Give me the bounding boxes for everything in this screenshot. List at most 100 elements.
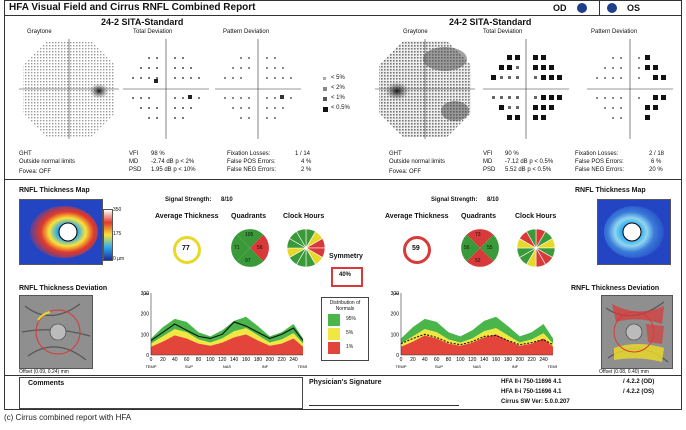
- left-rnfl-deviation-map: [19, 295, 93, 369]
- right-offset: Offset (0.08, 0.40) mm: [599, 369, 649, 375]
- left-rnfl-deviation-label: RNFL Thickness Deviation: [19, 285, 108, 292]
- x-tick-label: 160: [492, 357, 501, 363]
- band-yellow: [401, 328, 553, 347]
- left-rnfl-map-label: RNFL Thickness Map: [19, 187, 90, 194]
- probability-legend: < 5% < 2% < 1% < 0.5%: [323, 75, 363, 112]
- left-fovea: Fovea: OFF: [19, 169, 52, 175]
- right-quadrants-chart: [461, 229, 499, 267]
- legend-p1: < 1%: [331, 95, 345, 101]
- combined-report: HFA Visual Field and Cirrus RNFL Combine…: [4, 0, 682, 410]
- x-tick-label: 200: [516, 357, 525, 363]
- y-tick-label: 0: [396, 353, 399, 359]
- left-pattern-deviation-plot: [215, 39, 301, 139]
- left-fpos-value: 4 %: [301, 159, 312, 165]
- left-rnfl-thickness-map: [19, 199, 103, 265]
- x-tick-label: 180: [504, 357, 513, 363]
- right-average-thickness-ring: 59: [403, 236, 431, 264]
- od-label: OD: [553, 3, 567, 13]
- right-fpos-label: False POS Errors:: [575, 159, 624, 165]
- comments-label: Comments: [28, 380, 65, 387]
- x-tick-label: 240: [289, 357, 298, 363]
- left-pattern-dev-label: Pattern Deviation: [223, 29, 270, 35]
- x-tick-label: 120: [218, 357, 227, 363]
- x-tick-label: 20: [410, 357, 416, 363]
- x-tick-label: 0: [400, 357, 403, 363]
- right-avg-thickness-label: Average Thickness: [385, 213, 449, 220]
- dist-red-swatch: [328, 342, 340, 354]
- left-quad-temp: 71: [234, 245, 240, 251]
- band-green: [401, 316, 553, 344]
- x-region-label: INF: [262, 364, 269, 369]
- right-ght-value: Outside normal limits: [389, 159, 446, 165]
- right-total-deviation-plot: [483, 39, 569, 139]
- x-tick-label: 80: [196, 357, 202, 363]
- scale-max: 350: [113, 207, 122, 213]
- dist-yellow-swatch: [328, 328, 340, 340]
- header-divider: [599, 1, 600, 15]
- left-vfi-value: 98 %: [151, 151, 165, 157]
- x-tick-label: 140: [480, 357, 489, 363]
- band-yellow: [151, 328, 303, 347]
- right-graytone-map: [375, 39, 475, 139]
- left-graytone-map: [19, 39, 119, 139]
- x-tick-label: 220: [527, 357, 536, 363]
- x-tick-label: 220: [277, 357, 286, 363]
- x-tick-label: 60: [434, 357, 440, 363]
- y-tick-label: 100: [141, 332, 150, 338]
- figure-caption: (c) Cirrus combined report with HFA: [4, 413, 132, 422]
- right-fpos-value: 6 %: [651, 159, 662, 165]
- x-tick-label: 240: [539, 357, 548, 363]
- cirrus-version: Cirrus SW Ver: 5.0.0.207: [501, 399, 570, 405]
- dist-95: 95%: [346, 316, 357, 322]
- left-average-thickness-ring: 77: [173, 236, 201, 264]
- symmetry-value: 40%: [339, 272, 352, 278]
- left-fpos-label: False POS Errors:: [227, 159, 276, 165]
- x-tick-label: 40: [422, 357, 428, 363]
- left-psd-value: 1.95 dB p < 10%: [151, 167, 196, 173]
- report-title: HFA Visual Field and Cirrus RNFL Combine…: [9, 2, 256, 13]
- scale-min: 0 µm: [113, 256, 125, 262]
- left-graytone-label: Graytone: [27, 29, 52, 35]
- right-vfi-label: VFI: [483, 151, 493, 157]
- y-tick-label: 200: [391, 312, 400, 318]
- x-region-label: NAS: [223, 364, 232, 369]
- left-ght-value: Outside normal limits: [19, 159, 76, 165]
- signature-line[interactable]: [309, 405, 459, 406]
- comments-box[interactable]: Comments: [19, 377, 303, 409]
- right-quad-inf: 52: [475, 258, 481, 264]
- distribution-title: Distribution of Normals: [329, 300, 361, 312]
- x-tick-label: 40: [172, 357, 178, 363]
- right-fovea: Fovea: OFF: [389, 169, 422, 175]
- right-fneg-label: False NEG Errors:: [575, 167, 625, 173]
- left-fneg-value: 2 %: [301, 167, 312, 173]
- right-fneg-value: 20 %: [649, 167, 663, 173]
- left-quadrants-chart: [231, 229, 269, 267]
- right-ght-label: GHT: [389, 151, 402, 157]
- right-test-name: 24-2 SITA-Standard: [449, 17, 532, 27]
- x-tick-label: 180: [254, 357, 263, 363]
- x-tick-label: 100: [456, 357, 465, 363]
- left-md-label: MD: [129, 159, 139, 165]
- right-vfi-value: 90 %: [505, 151, 519, 157]
- right-fixation-label: Fixation Losses:: [575, 151, 619, 157]
- x-tick-label: 0: [150, 357, 153, 363]
- left-fixation-label: Fixation Losses:: [227, 151, 271, 157]
- y-axis-unit: µm: [143, 291, 149, 296]
- right-quadrants-label: Quadrants: [461, 213, 497, 220]
- left-clock-hours-label: Clock Hours: [283, 213, 325, 220]
- os-eye-icon: [607, 3, 617, 13]
- patient-thickness-line: [150, 321, 304, 341]
- right-quad-sup: 73: [475, 232, 481, 238]
- left-md-value: -2.74 dB p < 2%: [151, 159, 195, 165]
- right-pattern-dev-label: Pattern Deviation: [591, 29, 638, 35]
- right-graytone-label: Graytone: [403, 29, 428, 35]
- right-fixation-value: 2 / 18: [649, 151, 665, 157]
- section-divider-1: [5, 179, 681, 180]
- right-rnfl-deviation-label: RNFL Thickness Deviation: [571, 285, 660, 292]
- legend-p2: < 2%: [331, 85, 345, 91]
- right-total-dev-label: Total Deviation: [483, 29, 523, 35]
- left-quadrants-label: Quadrants: [231, 213, 267, 220]
- right-rnfl-deviation-map: [601, 295, 673, 369]
- y-tick-label: 300: [391, 291, 400, 297]
- band-normal-upper: [151, 305, 303, 339]
